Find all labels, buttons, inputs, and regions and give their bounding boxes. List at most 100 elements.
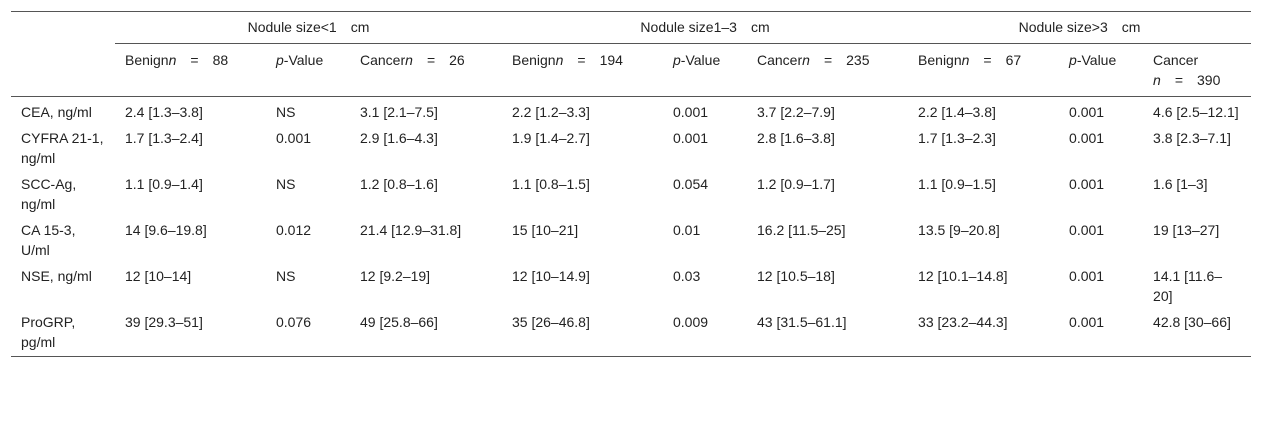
pvalue-cell: 0.001 (673, 104, 709, 120)
n-symbol: n (961, 52, 970, 68)
group-unit: cm (350, 19, 370, 35)
group-header: Nodule size>3 cm (908, 11, 1252, 44)
count-value: 88 (212, 52, 229, 68)
value-cell: 12 [9.2–19] (360, 268, 431, 284)
pvalue-cell: NS (276, 268, 296, 284)
marker-label: CEA, ng/ml (21, 104, 92, 120)
equals-sign: = (983, 52, 992, 68)
marker-table: Nodule size<1 cm Nodule size1–3 cm Nodule … (11, 11, 1252, 357)
pvalue-cell: 0.009 (663, 309, 747, 357)
pvalue-cell: 0.001 (1069, 104, 1105, 120)
value-cell: 12 [10–14] (125, 268, 192, 284)
pvalue-cell: 0.03 (673, 268, 701, 284)
count-value: 235 (846, 52, 870, 68)
value-cell: 19 [13–27] (1153, 222, 1220, 238)
group-count-header: Benignn = 67 (908, 43, 1060, 97)
value-cell: 1.7 [1.3–2.4] (125, 130, 203, 146)
value-cell: 21.4 [12.9–31.8] (360, 222, 462, 238)
equals-sign: = (823, 52, 833, 68)
value-cell: 15 [10–21] (512, 222, 579, 238)
value-cell: 33 [23.2–44.3] (908, 309, 1060, 357)
value-cell: 2.2 [1.2–3.3] (512, 104, 590, 120)
marker-label: CA 15-3, U/ml (21, 222, 76, 258)
equals-sign: = (577, 52, 586, 68)
pvalue-cell: 0.054 (673, 176, 709, 192)
value-cell: 43 [31.5–61.1] (747, 309, 909, 357)
value-cell: 1.6 [1–3] (1153, 176, 1208, 192)
group-count-header: Cancer n = 390 (1143, 43, 1252, 97)
table-row: NSE, ng/ml 12 [10–14] NS 12 [9.2–19] 12 [10–… (11, 263, 1251, 309)
value-cell: 12 [10.1–14.8] (918, 268, 1008, 284)
marker-label: NSE, ng/ml (21, 268, 92, 284)
count-value: 194 (599, 52, 623, 68)
value-cell: 13.5 [9–20.8] (918, 222, 1000, 238)
equals-sign: = (1174, 72, 1184, 88)
count-value: 67 (1005, 52, 1022, 68)
value-cell: 12 [10–14.9] (512, 268, 590, 284)
value-cell: 12 [10.5–18] (757, 268, 835, 284)
value-cell: 1.2 [0.9–1.7] (757, 176, 835, 192)
value-cell: 1.2 [0.8–1.6] (360, 176, 438, 192)
value-cell: 35 [26–46.8] (502, 309, 663, 357)
value-cell: 16.2 [11.5–25] (757, 222, 846, 238)
value-cell: 3.7 [2.2–7.9] (757, 104, 835, 120)
group-header: Nodule size<1 cm (115, 11, 502, 44)
n-symbol: n (405, 52, 413, 68)
pvalue-cell: 0.001 (1059, 309, 1144, 357)
pvalue-suffix: -Value (1076, 52, 1117, 68)
pvalue-header: p-Value (1059, 43, 1144, 97)
value-cell: 2.2 [1.4–3.8] (918, 104, 996, 120)
count-value: 26 (449, 52, 465, 68)
category-label: Cancer (757, 52, 803, 68)
group-label: Nodule size<1 (247, 19, 337, 35)
value-cell: 2.4 [1.3–3.8] (125, 104, 203, 120)
equals-sign: = (190, 52, 199, 68)
pvalue-suffix: -Value (283, 52, 324, 68)
value-cell: 1.7 [1.3–2.3] (918, 130, 996, 146)
n-symbol: n (555, 52, 564, 68)
pvalue-cell: 0.001 (276, 130, 312, 146)
value-cell: 14.1 [11.6–20] (1153, 268, 1223, 304)
value-cell: 2.8 [1.6–3.8] (757, 130, 835, 146)
pvalue-cell: 0.076 (266, 309, 350, 357)
value-cell: 49 [25.8–66] (350, 309, 502, 357)
value-cell: 3.1 [2.1–7.5] (360, 104, 438, 120)
table-row: CA 15-3, U/ml 14 [9.6–19.8] 0.012 21.4 [12.… (11, 217, 1251, 263)
pvalue-cell: 0.012 (276, 222, 312, 238)
group-header: Nodule size1–3 cm (502, 11, 909, 44)
pvalue-cell: 0.01 (673, 222, 701, 238)
group-unit: cm (750, 19, 770, 35)
group-header-row: Nodule size<1 cm Nodule size1–3 cm Nodule … (11, 11, 1252, 44)
value-cell: 2.9 [1.6–4.3] (360, 130, 438, 146)
value-cell: 1.1 [0.9–1.5] (918, 176, 996, 192)
category-label: Cancer (360, 52, 406, 68)
pvalue-header: p-Value (663, 43, 747, 97)
n-symbol: n (168, 52, 177, 68)
value-cell: 39 [29.3–51] (115, 309, 266, 357)
category-label: Benign (512, 52, 556, 68)
group-count-header: Cancern = 26 (350, 43, 502, 97)
group-count-header: Cancern = 235 (747, 43, 909, 97)
table-row: SCC-Ag, ng/ml 1.1 [0.9–1.4] NS 1.2 [0.8–1.6… (11, 171, 1251, 217)
value-cell: 14 [9.6–19.8] (125, 222, 207, 238)
marker-label: CYFRA 21-1, ng/ml (21, 130, 104, 166)
p-symbol: p (276, 52, 284, 68)
table-row: ProGRP, pg/ml 39 [29.3–51] 0.076 49 [25.8–6… (11, 309, 1252, 357)
pvalue-cell: NS (276, 176, 296, 192)
table-row: CEA, ng/ml 2.4 [1.3–3.8] NS 3.1 [2.1–7.5] 2.… (11, 97, 1251, 126)
value-cell: 4.6 [2.5–12.1] (1153, 104, 1239, 120)
value-cell: 1.1 [0.8–1.5] (512, 176, 590, 192)
group-count-header: Benignn = 88 (115, 43, 266, 97)
p-symbol: p (1069, 52, 1077, 68)
pvalue-suffix: -Value (680, 52, 721, 68)
table-row: CYFRA 21-1, ng/ml 1.7 [1.3–2.4] 0.001 2.9 [… (11, 125, 1251, 171)
group-unit: cm (1121, 19, 1141, 35)
equals-sign: = (426, 52, 436, 68)
marker-label: SCC-Ag, ng/ml (21, 176, 77, 212)
pvalue-cell: 0.001 (1069, 222, 1105, 238)
value-cell: 3.8 [2.3–7.1] (1153, 130, 1231, 146)
count-value: 390 (1197, 72, 1221, 88)
pvalue-cell: NS (276, 104, 296, 120)
value-cell: 1.1 [0.9–1.4] (125, 176, 203, 192)
subheader-row: Benignn = 88 p-Value Cancern = 26 Benignn = 194 p-… (11, 43, 1252, 97)
